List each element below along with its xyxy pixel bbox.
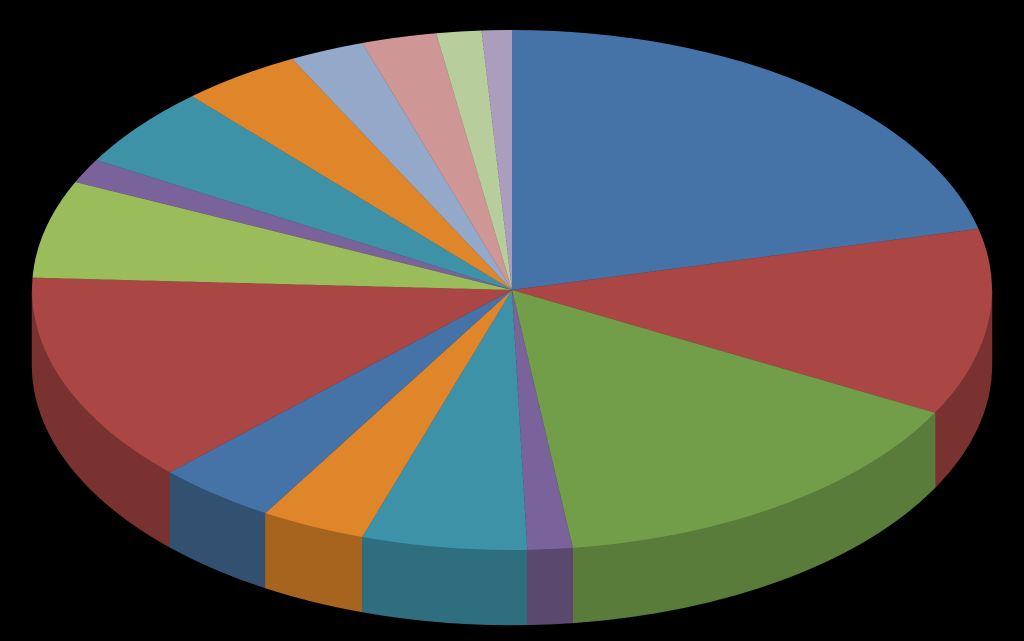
pie-side-segment	[362, 537, 527, 625]
pie-chart-3d	[0, 0, 1024, 641]
pie-side-segment	[527, 548, 573, 625]
pie-top	[32, 30, 992, 550]
